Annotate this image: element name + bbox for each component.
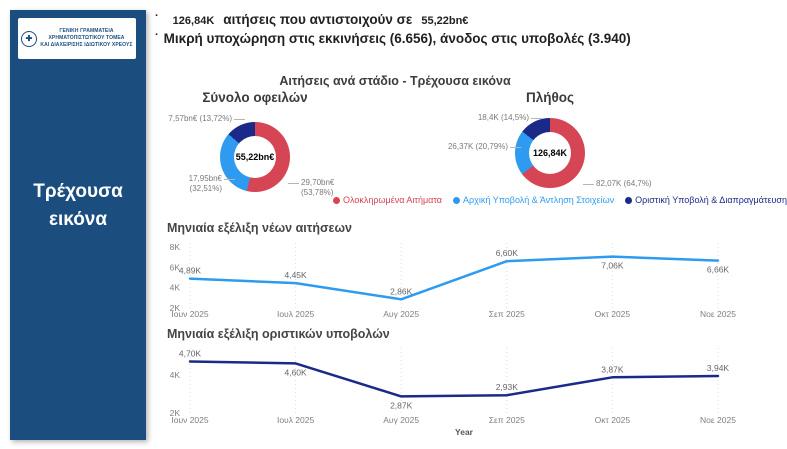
- legend-dot-icon: [333, 196, 340, 204]
- svg-text:7,06K: 7,06K: [601, 261, 624, 271]
- donut-callout-initial-submission: 17,95bn€ (32,51%): [162, 174, 235, 194]
- donut-callout-final-submission: 18,4K (14,5%): [455, 113, 542, 123]
- svg-text:Νοε 2025: Νοε 2025: [700, 415, 736, 425]
- svg-text:4K: 4K: [170, 283, 181, 293]
- donut-callout-completed: 82,07K (64,7%): [583, 179, 676, 189]
- bullet-icon: ·: [155, 29, 159, 41]
- svg-text:2K: 2K: [170, 408, 181, 418]
- legend: Ολοκληρωμένα Αιτήματα Αρχική Υποβολή & Ά…: [333, 195, 787, 205]
- svg-text:3,94K: 3,94K: [707, 363, 730, 373]
- donut-chart-count[interactable]: 126,84K: [515, 118, 585, 188]
- donut-callout-final-submission: 7,57bn€ (13,72%): [160, 114, 245, 124]
- applications-count-value: 126,84K: [172, 15, 215, 27]
- sidebar-tab-current-view[interactable]: Τρέχουσα εικόνα: [33, 181, 123, 230]
- donut-center-value: 126,84K: [532, 148, 568, 158]
- svg-text:2,93K: 2,93K: [496, 382, 519, 392]
- svg-text:4,45K: 4,45K: [284, 270, 307, 280]
- legend-label: Ολοκληρωμένα Αιτήματα: [343, 195, 443, 205]
- svg-text:4K: 4K: [170, 370, 181, 380]
- section-title: Αιτήσεις ανά στάδιο - Τρέχουσα εικόνα: [279, 74, 511, 88]
- summary-line-1: · 126,84K αιτήσεις που αντιστοιχούν σε 5…: [155, 11, 631, 30]
- svg-text:4,60K: 4,60K: [284, 367, 307, 377]
- svg-text:8K: 8K: [170, 242, 181, 252]
- svg-text:4,70K: 4,70K: [179, 348, 202, 358]
- svg-text:Αυγ 2025: Αυγ 2025: [383, 415, 419, 425]
- svg-text:3,87K: 3,87K: [601, 364, 624, 374]
- debt-amount-value: 55,22bn€: [421, 15, 469, 27]
- svg-text:2,86K: 2,86K: [390, 286, 413, 296]
- svg-text:Ιουλ 2025: Ιουλ 2025: [277, 309, 315, 319]
- donut-hole: [529, 132, 571, 174]
- legend-label: Αρχική Υποβολή & Άντληση Στοιχείων: [463, 195, 615, 205]
- donut-callout-initial-submission: 26,37K (20,79%): [428, 142, 521, 152]
- bullet-icon: ·: [155, 10, 159, 22]
- org-name-line2: ΚΑΙ ΔΙΑΧΕΙΡΙΣΗΣ ΙΔΙΩΤΙΚΟΥ ΧΡΕΟΥΣ: [40, 41, 133, 48]
- svg-text:Αυγ 2025: Αυγ 2025: [383, 309, 419, 319]
- legend-item-completed[interactable]: Ολοκληρωμένα Αιτήματα: [333, 195, 442, 205]
- line-chart-final-submissions[interactable]: 2K 4K Ιουν 2025 Ιουλ 2025 Αυγ 2025 Σεπ 2025 Οκ…: [150, 345, 787, 445]
- header-summary: · 126,84K αιτήσεις που αντιστοιχούν σε 5…: [155, 11, 631, 48]
- svg-text:Ιουλ 2025: Ιουλ 2025: [277, 415, 315, 425]
- org-name: ΓΕΝΙΚΗ ΓΡΑΜΜΑΤΕΙΑ ΧΡΗΜΑΤΟΠΙΣΤΩΤΙΚΟΥ ΤΟΜΕ…: [40, 28, 133, 48]
- svg-text:6,66K: 6,66K: [707, 265, 730, 275]
- svg-text:6,60K: 6,60K: [496, 248, 519, 258]
- org-name-line1: ΓΕΝΙΚΗ ΓΡΑΜΜΑΤΕΙΑ ΧΡΗΜΑΤΟΠΙΣΤΩΤΙΚΟΥ ΤΟΜΕ…: [48, 28, 125, 42]
- svg-text:Νοε 2025: Νοε 2025: [700, 309, 736, 319]
- svg-text:6K: 6K: [170, 262, 181, 272]
- summary-line-2: · Μικρή υποχώρηση στις εκκινήσεις (6.656…: [155, 30, 631, 48]
- svg-text:Ιουν 2025: Ιουν 2025: [171, 415, 209, 425]
- donut-title-total-debt: Σύνολο οφειλών: [202, 90, 308, 105]
- svg-text:2,87K: 2,87K: [390, 400, 413, 410]
- svg-text:Οκτ 2025: Οκτ 2025: [595, 309, 631, 319]
- svg-text:Year: Year: [455, 427, 474, 437]
- svg-text:4,89K: 4,89K: [179, 266, 202, 276]
- legend-dot-icon: [453, 196, 461, 204]
- line-chart-new-applications[interactable]: 2K 4K 6K 8K Ιουν 2025 Ιουλ 2025 Αυγ 2025 Σεπ 20…: [150, 240, 787, 320]
- svg-text:Ιουν 2025: Ιουν 2025: [171, 309, 209, 319]
- svg-text:Σεπ 2025: Σεπ 2025: [489, 415, 525, 425]
- legend-item-final-submission[interactable]: Οριστική Υποβολή & Διαπραγμάτευση: [625, 195, 787, 205]
- legend-dot-icon: [625, 196, 633, 204]
- donut-center-value: 55,22bn€: [235, 152, 275, 162]
- svg-text:Σεπ 2025: Σεπ 2025: [489, 309, 525, 319]
- greek-emblem-icon: [21, 30, 37, 47]
- donut-callout-completed: 29,70bn€ (53,78%): [288, 178, 361, 198]
- chart-title-new-applications: Μηνιαία εξέλιξη νέων αιτήσεων: [167, 221, 352, 235]
- legend-item-initial-submission[interactable]: Αρχική Υποβολή & Άντληση Στοιχείων: [453, 195, 614, 205]
- svg-text:Οκτ 2025: Οκτ 2025: [595, 415, 631, 425]
- svg-text:2K: 2K: [170, 303, 181, 313]
- summary-line-1-text: αιτήσεις που αντιστοιχούν σε: [223, 12, 413, 27]
- legend-label: Οριστική Υποβολή & Διαπραγμάτευση: [635, 195, 787, 205]
- donut-chart-total-debt[interactable]: 55,22bn€: [220, 122, 290, 192]
- donut-title-count: Πλήθος: [525, 90, 575, 105]
- summary-line-2-text: Μικρή υποχώρηση στις εκκινήσεις (6.656),…: [163, 31, 631, 46]
- sidebar: ΓΕΝΙΚΗ ΓΡΑΜΜΑΤΕΙΑ ΧΡΗΜΑΤΟΠΙΣΤΩΤΙΚΟΥ ΤΟΜΕ…: [10, 10, 146, 440]
- chart-title-final-submissions: Μηνιαία εξέλιξη οριστικών υποβολών: [167, 327, 390, 341]
- donut-hole: [234, 136, 276, 178]
- org-logo: ΓΕΝΙΚΗ ΓΡΑΜΜΑΤΕΙΑ ΧΡΗΜΑΤΟΠΙΣΤΩΤΙΚΟΥ ΤΟΜΕ…: [18, 18, 136, 59]
